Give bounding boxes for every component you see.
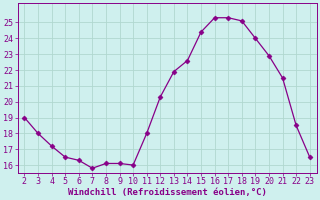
X-axis label: Windchill (Refroidissement éolien,°C): Windchill (Refroidissement éolien,°C)	[68, 188, 267, 197]
